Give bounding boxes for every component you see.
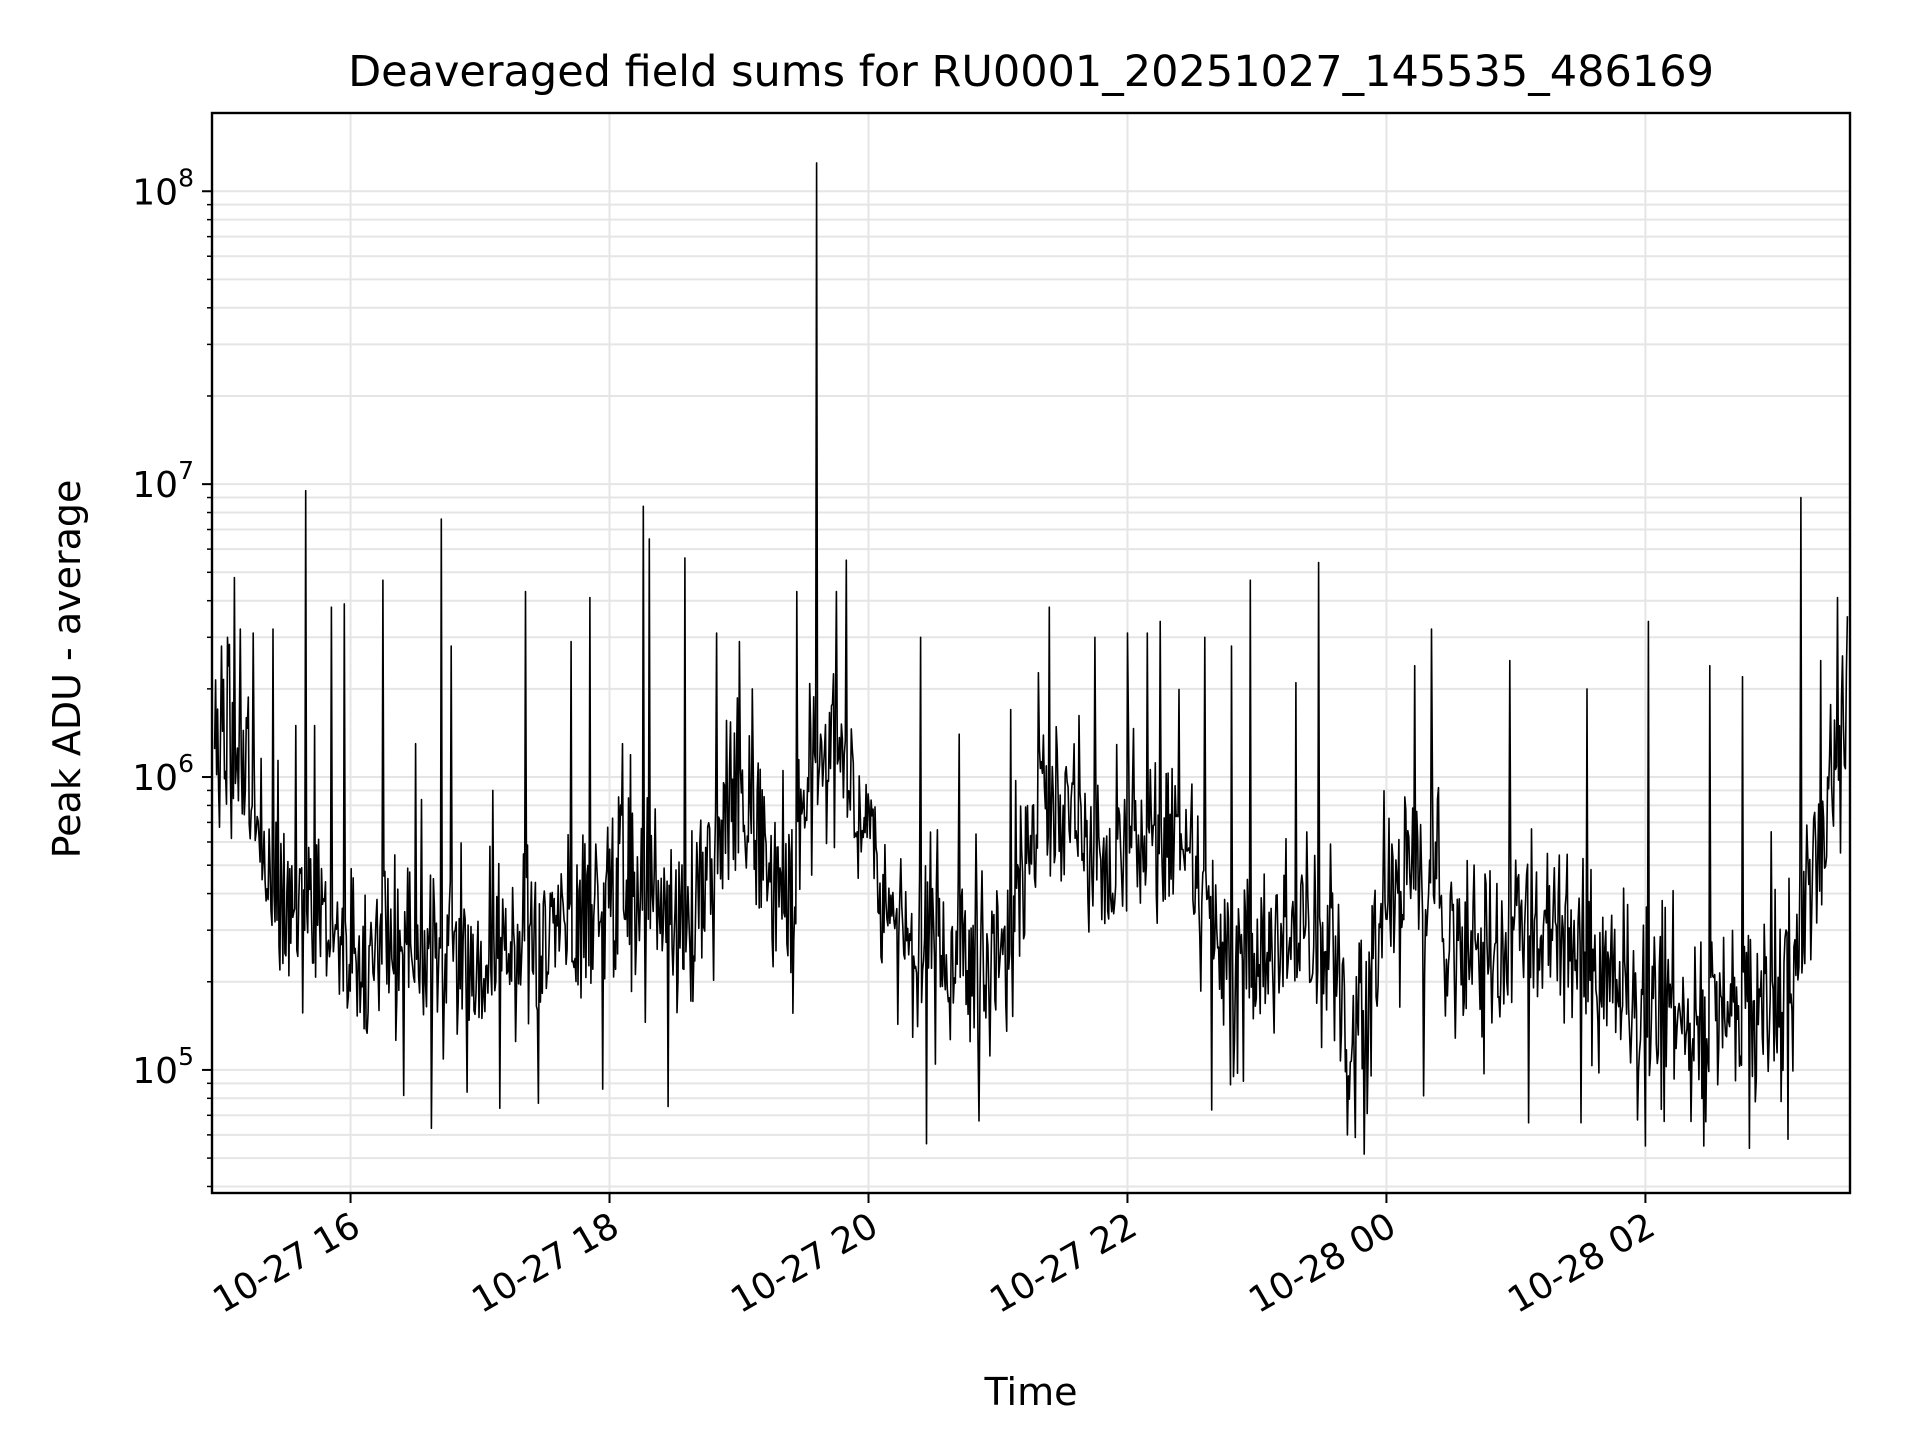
- data-layer: [213, 162, 1849, 1155]
- plot-frame: [210, 111, 1852, 1195]
- y-tick-label: 105: [132, 1042, 194, 1092]
- grid-layer: [212, 113, 1850, 1193]
- y-tick-exponent: 5: [178, 1042, 194, 1071]
- y-tick-label: 108: [132, 163, 194, 213]
- y-tick-label: 106: [132, 749, 194, 799]
- series-line: [213, 162, 1849, 1155]
- y-tick-base: 10: [132, 172, 178, 213]
- chart-title: Deaveraged field sums for RU0001_2025102…: [348, 47, 1714, 97]
- y-tick-exponent: 8: [178, 163, 194, 192]
- y-tick-label: 107: [132, 456, 194, 506]
- y-axis-label: Peak ADU - average: [45, 480, 89, 859]
- y-tick-exponent: 7: [178, 456, 194, 485]
- x-axis-label: Time: [984, 1370, 1078, 1414]
- y-tick-base: 10: [132, 465, 178, 506]
- y-tick-base: 10: [132, 758, 178, 799]
- y-tick-exponent: 6: [178, 749, 194, 778]
- y-tick-base: 10: [132, 1051, 178, 1092]
